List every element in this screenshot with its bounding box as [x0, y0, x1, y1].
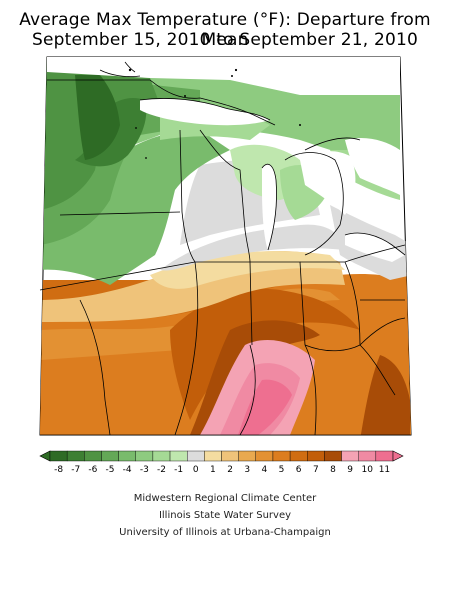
legend-tick-label: 0 — [193, 465, 199, 475]
legend-swatch — [255, 450, 274, 462]
credit-isws: Illinois State Water Survey — [158, 510, 292, 521]
map-title: Average Max Temperature (°F): Departure … — [19, 10, 431, 50]
legend-tick-label: -7 — [71, 465, 80, 475]
legend-tick-label: 1 — [210, 465, 216, 475]
legend-swatch — [375, 450, 394, 462]
legend-tick-label: -3 — [140, 465, 149, 475]
legend-tick-label: -5 — [106, 465, 115, 475]
color-scale-legend: -8 -7 -6 -5 -4 -3 -2 -1 0 1 2 3 4 5 6 7 8 9 10 11 — [39, 450, 404, 475]
shaded-anomaly-field — [40, 57, 411, 435]
legend-swatch — [152, 450, 171, 462]
legend-swatch — [272, 450, 291, 462]
legend-tick-label: -8 — [54, 465, 63, 475]
legend-swatch — [101, 450, 119, 462]
legend-tick-label: 7 — [313, 465, 319, 475]
legend-swatch — [49, 450, 68, 462]
legend-swatch — [238, 450, 256, 462]
legend-tick-label: 4 — [262, 465, 268, 475]
state-boundaries — [39, 61, 411, 436]
legend-swatch — [135, 450, 154, 462]
legend-tick-label: 11 — [379, 465, 390, 475]
legend-tick-label: 6 — [296, 465, 302, 475]
legend-swatch — [289, 450, 308, 462]
legend-swatch — [324, 450, 342, 462]
legend-tick-label: 2 — [227, 465, 233, 475]
legend-swatch — [186, 450, 205, 462]
legend-swatch — [66, 450, 85, 462]
legend-tick-label: -2 — [157, 465, 166, 475]
legend-tick-label: -4 — [123, 465, 132, 475]
legend-swatch — [84, 450, 102, 462]
credit-uiuc: University of Illinois at Urbana-Champai… — [119, 527, 331, 538]
legend-swatch — [341, 450, 359, 462]
legend-arrow-left — [39, 450, 51, 462]
credit-mrcc: Midwestern Regional Climate Center — [133, 493, 317, 504]
legend-swatch — [169, 450, 188, 462]
legend-tick-label: 5 — [279, 465, 285, 475]
island-specks — [128, 68, 301, 159]
legend-swatch — [204, 450, 222, 462]
map-date-range: September 15, 2010 to September 21, 2010 — [31, 30, 419, 50]
legend-arrow-right — [392, 450, 404, 462]
legend-tick-label: 8 — [330, 465, 336, 475]
legend-tick-label: 3 — [244, 465, 250, 475]
legend-swatch — [118, 450, 136, 462]
legend-tick-label: -6 — [88, 465, 97, 475]
legend-swatch — [358, 450, 377, 462]
legend-swatch — [307, 450, 325, 462]
legend-swatch — [221, 450, 239, 462]
legend-tick-label: -1 — [174, 465, 183, 475]
legend-tick-label: 9 — [347, 465, 353, 475]
legend-tick-label: 10 — [362, 465, 374, 475]
